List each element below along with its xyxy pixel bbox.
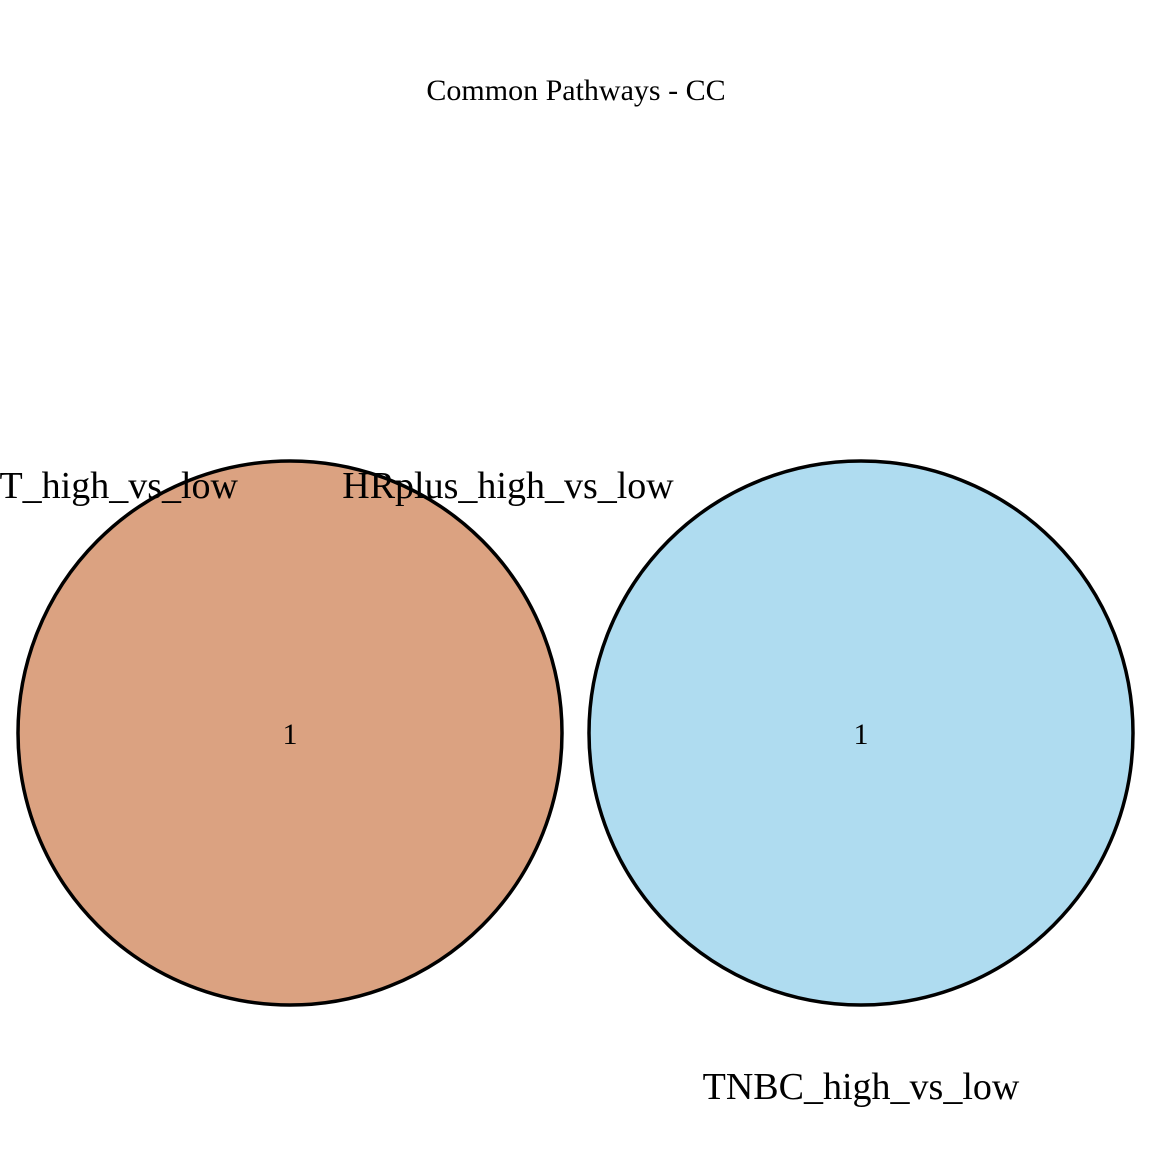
chart-title: Common Pathways - CC	[426, 74, 725, 107]
set-circle-left	[16, 459, 564, 1007]
set-label-middle: HRplus_high_vs_low	[342, 465, 674, 507]
set-label-left: T_high_vs_low	[0, 465, 239, 507]
set-circle-right	[587, 459, 1135, 1007]
region-count-right: 1	[854, 718, 869, 751]
set-label-right: TNBC_high_vs_low	[703, 1066, 1020, 1108]
region-count-left: 1	[283, 718, 298, 751]
